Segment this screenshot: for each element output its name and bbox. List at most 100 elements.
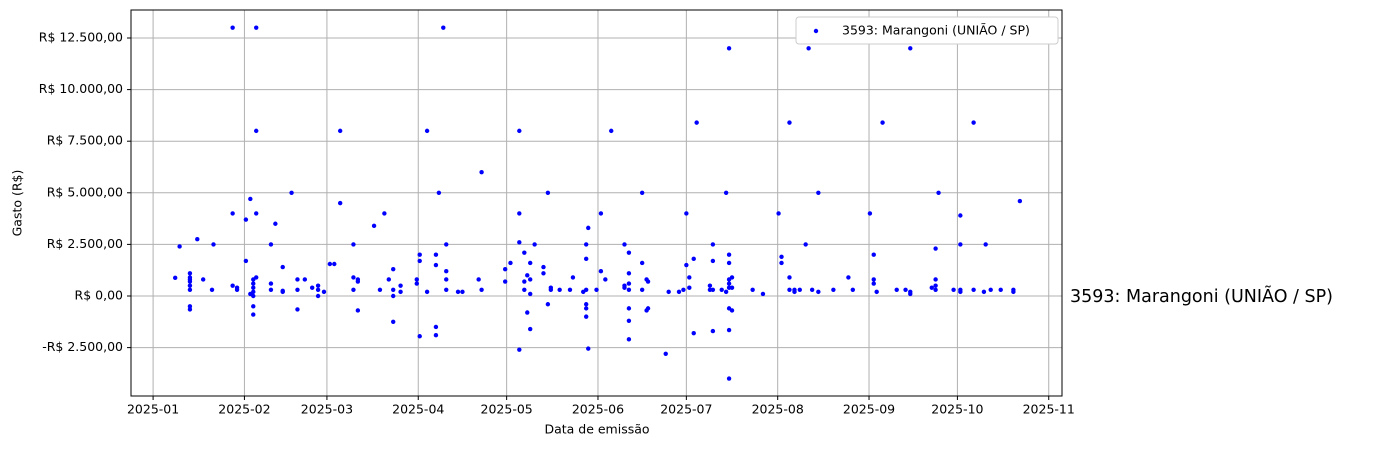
x-tick-label: 2025-11 — [1023, 402, 1075, 417]
point — [645, 279, 651, 284]
point — [779, 254, 784, 259]
point — [444, 242, 449, 247]
point — [332, 261, 337, 267]
point — [187, 271, 193, 276]
point — [548, 285, 554, 290]
point — [687, 285, 692, 290]
point — [723, 190, 729, 195]
point — [248, 196, 253, 202]
point — [691, 256, 696, 262]
x-tick-label: 2025-08 — [752, 402, 804, 417]
point — [268, 242, 274, 247]
point — [809, 287, 815, 293]
point — [676, 289, 682, 295]
point — [726, 327, 732, 333]
point — [355, 277, 361, 282]
point — [723, 289, 729, 295]
point — [681, 287, 686, 293]
point — [545, 302, 551, 307]
point — [234, 287, 240, 293]
point — [684, 262, 689, 268]
point — [391, 266, 396, 272]
y-tick-label: R$ 5.000,00 — [47, 184, 123, 199]
legend-label: 3593: Marangoni (UNIÃO / SP) — [842, 23, 1030, 38]
point — [295, 287, 300, 293]
point — [729, 275, 735, 280]
point — [315, 287, 321, 293]
point — [1017, 198, 1023, 204]
point — [289, 190, 294, 195]
point — [846, 275, 851, 280]
point — [583, 242, 589, 247]
point — [414, 281, 419, 286]
point — [295, 307, 300, 312]
point — [172, 275, 178, 281]
point — [517, 240, 522, 245]
point — [280, 264, 285, 270]
point — [302, 277, 308, 282]
point — [958, 289, 963, 295]
point — [268, 287, 274, 293]
x-tick-label: 2025-09 — [843, 402, 895, 417]
point — [570, 275, 576, 280]
point — [444, 287, 449, 293]
point — [586, 225, 591, 231]
point — [254, 25, 259, 30]
point — [871, 281, 876, 286]
point — [639, 260, 645, 266]
point — [726, 46, 732, 51]
x-tick-label: 2025-06 — [572, 402, 624, 417]
point — [522, 250, 527, 255]
point — [958, 213, 963, 218]
point — [594, 287, 599, 293]
point — [816, 190, 821, 195]
point — [517, 347, 522, 352]
point — [251, 304, 256, 309]
point — [626, 318, 632, 323]
point — [988, 287, 993, 293]
point — [315, 293, 321, 299]
point — [315, 283, 321, 288]
point — [371, 223, 377, 229]
point — [626, 337, 632, 342]
point — [230, 283, 235, 288]
point — [187, 307, 193, 312]
point — [691, 330, 696, 336]
point — [541, 271, 546, 276]
point — [398, 289, 403, 295]
legend-box — [795, 16, 1059, 45]
point — [626, 281, 632, 286]
point — [726, 281, 732, 286]
point — [557, 287, 562, 293]
point — [787, 120, 792, 125]
point — [792, 287, 797, 293]
point — [254, 211, 259, 216]
y-tick-label: R$ 7.500,00 — [47, 133, 123, 148]
point — [251, 285, 256, 290]
point — [622, 242, 627, 247]
point — [726, 260, 732, 266]
point — [908, 291, 913, 297]
point — [243, 217, 249, 222]
point — [424, 289, 430, 295]
point — [663, 351, 668, 356]
point — [880, 120, 885, 125]
point — [351, 287, 356, 293]
point — [1011, 289, 1016, 295]
point — [831, 287, 836, 293]
point — [871, 252, 876, 257]
point — [251, 281, 256, 286]
point — [583, 314, 589, 319]
point — [417, 252, 422, 257]
point — [867, 211, 873, 216]
point — [391, 319, 396, 324]
point — [779, 260, 784, 266]
point — [729, 308, 735, 313]
point — [433, 262, 439, 268]
point — [684, 211, 689, 216]
point — [251, 293, 256, 299]
point — [522, 279, 527, 284]
point — [933, 246, 938, 251]
point — [726, 252, 732, 257]
y-tick-label: R$ 10.000,00 — [39, 81, 123, 96]
